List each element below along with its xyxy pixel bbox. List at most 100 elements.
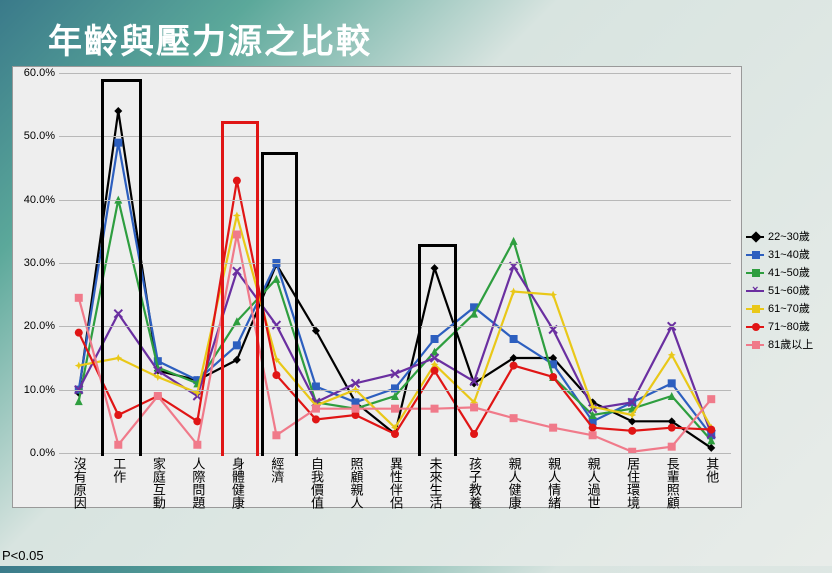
series-marker [233, 356, 241, 364]
y-tick-label: 60.0% [24, 67, 55, 79]
series-marker [431, 405, 439, 413]
chart-container: 0.0% 10.0% 20.0% 30.0% 40.0% 50.0% 60.0% 沒有原因 工… [12, 66, 742, 508]
legend-swatch [746, 272, 764, 274]
legend-label: 31~40歲 [768, 246, 810, 264]
series-marker [233, 341, 241, 349]
x-tick-label: 孩子教養 [466, 457, 482, 509]
series-marker [114, 354, 122, 362]
series-marker [668, 424, 676, 432]
series-marker [272, 321, 280, 329]
series-marker [470, 403, 478, 411]
legend-marker: × [752, 281, 760, 289]
gridline [59, 263, 731, 264]
legend-marker [752, 251, 760, 259]
x-tick-label: 自我價值 [308, 457, 324, 509]
series-marker [272, 431, 280, 439]
series-marker [510, 237, 518, 245]
x-tick-label: 人際問題 [189, 457, 205, 509]
y-tick-label: 50.0% [24, 130, 55, 142]
series-marker [431, 264, 439, 272]
legend-label: 71~80歲 [768, 318, 810, 336]
y-tick-label: 10.0% [24, 384, 55, 396]
x-tick-label: 家庭互動 [150, 457, 166, 509]
gridline [59, 453, 731, 454]
y-axis: 0.0%10.0%20.0%30.0%40.0%50.0%60.0% [13, 73, 57, 453]
series-marker [589, 424, 597, 432]
series-marker [233, 231, 241, 239]
legend-item: 81歲以上 [746, 336, 828, 354]
series-marker [114, 310, 122, 318]
series-marker [272, 275, 280, 283]
legend-label: 41~50歲 [768, 264, 810, 282]
series-marker [510, 335, 518, 343]
gridline [59, 136, 731, 137]
x-tick-label: 其他 [703, 457, 719, 483]
series-marker [707, 426, 715, 434]
series-marker [431, 335, 439, 343]
x-tick-label: 長輩照顧 [664, 457, 680, 509]
series-marker [510, 414, 518, 422]
legend-marker [752, 323, 760, 331]
legend-marker [752, 269, 760, 277]
series-marker [668, 443, 676, 451]
y-tick-label: 0.0% [30, 447, 55, 459]
series-marker [431, 367, 439, 375]
x-tick-label: 工作 [110, 457, 126, 483]
series-marker [391, 405, 399, 413]
series-marker [391, 430, 399, 438]
series-marker [193, 441, 201, 449]
series-marker [114, 107, 122, 115]
legend-item: 22~30歲 [746, 228, 828, 246]
legend-item: 31~40歲 [746, 246, 828, 264]
series-marker [114, 411, 122, 419]
series-marker [391, 384, 399, 392]
series-marker [707, 395, 715, 403]
x-tick-label: 居住環境 [624, 457, 640, 509]
y-tick-label: 20.0% [24, 320, 55, 332]
legend-swatch [746, 326, 764, 328]
series-marker [549, 291, 557, 299]
legend-marker [752, 341, 760, 349]
x-tick-label: 親人情緒 [545, 457, 561, 509]
x-axis: 沒有原因工作家庭互動人際問題身體健康經濟自我價值照顧親人異性伴侶未來生活孩子教養… [59, 455, 731, 573]
series-marker [470, 430, 478, 438]
x-tick-label: 照顧親人 [347, 457, 363, 509]
legend-marker [750, 231, 761, 242]
y-tick-label: 40.0% [24, 194, 55, 206]
gridline [59, 390, 731, 391]
series-marker [114, 139, 122, 147]
gridline [59, 73, 731, 74]
pvalue-note: P<0.05 [2, 548, 44, 563]
legend-label: 22~30歲 [768, 228, 810, 246]
series-marker [628, 427, 636, 435]
series-marker [154, 392, 162, 400]
legend-swatch [746, 308, 764, 310]
y-tick-label: 30.0% [24, 257, 55, 269]
legend-swatch [746, 254, 764, 256]
page-title: 年齡與壓力源之比較 [48, 14, 372, 63]
x-tick-label: 沒有原因 [71, 457, 87, 509]
series-marker [549, 424, 557, 432]
series-marker [114, 441, 122, 449]
series-marker [589, 431, 597, 439]
legend-marker [752, 305, 760, 313]
legend-label: 81歲以上 [768, 336, 813, 354]
series-marker [75, 294, 83, 302]
series-marker [510, 288, 518, 296]
legend-swatch: × [746, 290, 764, 292]
legend-label: 61~70歲 [768, 300, 810, 318]
gridline [59, 326, 731, 327]
x-tick-label: 親人過世 [585, 457, 601, 509]
series-line [79, 235, 711, 452]
x-tick-label: 異性伴侶 [387, 457, 403, 509]
legend-item: 61~70歲 [746, 300, 828, 318]
series-marker [351, 405, 359, 413]
series-marker [668, 379, 676, 387]
series-marker [312, 415, 320, 423]
series-marker [233, 177, 241, 185]
x-tick-label: 身體健康 [229, 457, 245, 509]
x-tick-label: 未來生活 [427, 457, 443, 509]
x-tick-label: 親人健康 [506, 457, 522, 509]
legend-item: ×51~60歲 [746, 282, 828, 300]
gridline [59, 200, 731, 201]
